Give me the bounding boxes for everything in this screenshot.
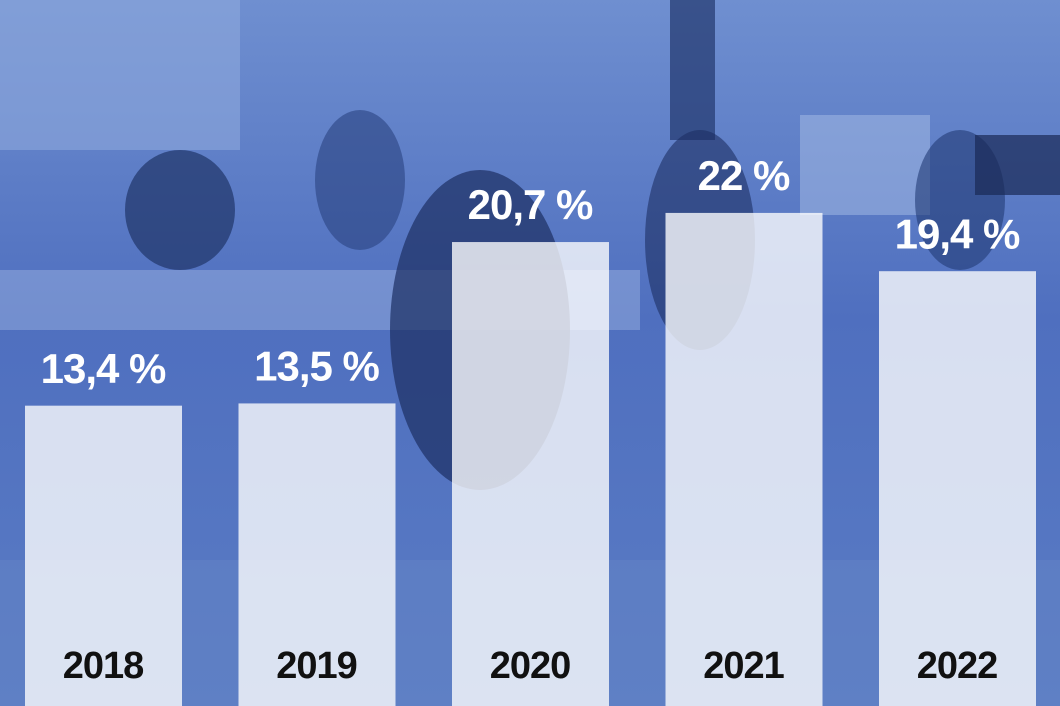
bar [238, 403, 396, 706]
bar [25, 405, 182, 706]
bar [879, 271, 1036, 706]
x-tick-label: 2018 [63, 645, 144, 687]
value-label: 13,4 % [41, 345, 166, 392]
bar [452, 242, 609, 706]
value-label: 13,5 % [254, 343, 379, 390]
value-label: 20,7 % [468, 181, 593, 228]
x-tick-label: 2019 [276, 645, 357, 687]
x-tick-label: 2021 [703, 645, 784, 687]
value-label: 22 % [698, 152, 790, 199]
x-tick-label: 2020 [490, 645, 571, 687]
bar [665, 212, 823, 706]
x-tick-label: 2022 [917, 645, 998, 687]
value-label: 19,4 % [895, 210, 1020, 257]
